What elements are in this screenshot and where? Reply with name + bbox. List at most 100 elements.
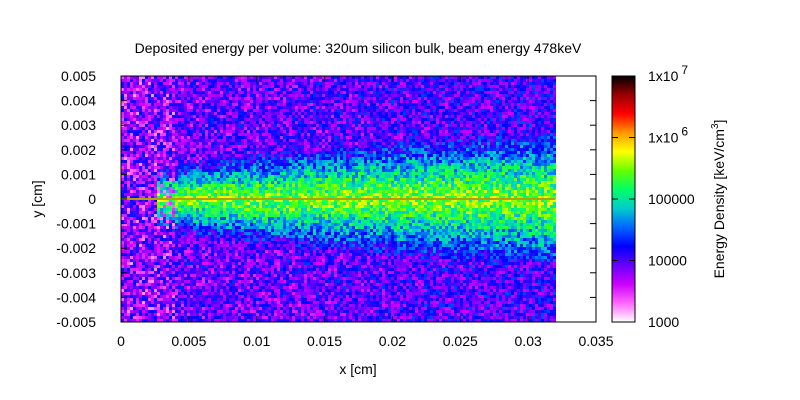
- heatmap-cell: [154, 109, 157, 112]
- heatmap-cell: [166, 85, 169, 88]
- heatmap-cell: [121, 229, 124, 232]
- heatmap-cell: [232, 208, 235, 211]
- heatmap-cell: [136, 100, 139, 103]
- heatmap-cell: [205, 292, 208, 295]
- heatmap-cell: [277, 226, 280, 229]
- heatmap-cell: [178, 181, 181, 184]
- heatmap-cell: [202, 154, 205, 157]
- heatmap-cell: [244, 217, 247, 220]
- heatmap-cell: [184, 208, 187, 211]
- heatmap-cell: [160, 301, 163, 304]
- heatmap-cell: [184, 187, 187, 190]
- heatmap-cell: [157, 178, 160, 181]
- heatmap-cell: [292, 109, 295, 112]
- heatmap-cell: [142, 160, 145, 163]
- heatmap-cell: [208, 103, 211, 106]
- heatmap-cell: [253, 247, 256, 250]
- heatmap-cell: [247, 121, 250, 124]
- heatmap-cell: [295, 217, 298, 220]
- heatmap-cell: [127, 172, 130, 175]
- heatmap-cell: [199, 187, 202, 190]
- heatmap-cell: [157, 256, 160, 259]
- heatmap-cell: [130, 163, 133, 166]
- heatmap-cell: [271, 163, 274, 166]
- heatmap-cell: [295, 205, 298, 208]
- heatmap-cell: [217, 202, 220, 205]
- heatmap-cell: [124, 283, 127, 286]
- heatmap-cell: [223, 94, 226, 97]
- heatmap-cell: [259, 76, 262, 79]
- heatmap-cell: [301, 148, 304, 151]
- heatmap-cell: [220, 145, 223, 148]
- heatmap-cell: [178, 319, 181, 322]
- heatmap-cell: [133, 274, 136, 277]
- heatmap-cell: [205, 88, 208, 91]
- heatmap-cell: [154, 172, 157, 175]
- heatmap-cell: [250, 241, 253, 244]
- heatmap-cell: [292, 187, 295, 190]
- heatmap-cell: [259, 109, 262, 112]
- heatmap-cell: [250, 253, 253, 256]
- heatmap-cell: [172, 295, 175, 298]
- heatmap-cell: [241, 94, 244, 97]
- heatmap-cell: [202, 82, 205, 85]
- heatmap-cell: [298, 313, 301, 316]
- heatmap-cell: [259, 298, 262, 301]
- heatmap-cell: [223, 124, 226, 127]
- heatmap-cell: [130, 241, 133, 244]
- heatmap-cell: [244, 103, 247, 106]
- heatmap-cell: [154, 292, 157, 295]
- heatmap-cell: [289, 283, 292, 286]
- heatmap-cell: [187, 295, 190, 298]
- heatmap-cell: [166, 178, 169, 181]
- heatmap-cell: [151, 151, 154, 154]
- heatmap-cell: [250, 187, 253, 190]
- heatmap-cell: [154, 268, 157, 271]
- heatmap-cell: [169, 184, 172, 187]
- heatmap-cell: [280, 166, 283, 169]
- heatmap-cell: [196, 250, 199, 253]
- heatmap-cell: [235, 223, 238, 226]
- heatmap-cell: [208, 154, 211, 157]
- heatmap-cell: [154, 214, 157, 217]
- heatmap-cell: [196, 211, 199, 214]
- heatmap-cell: [262, 253, 265, 256]
- heatmap-cell: [292, 103, 295, 106]
- heatmap-cell: [289, 214, 292, 217]
- heatmap-cell: [148, 163, 151, 166]
- heatmap-cell: [169, 268, 172, 271]
- heatmap-cell: [226, 88, 229, 91]
- heatmap-cell: [202, 202, 205, 205]
- heatmap-cell: [223, 286, 226, 289]
- heatmap-cell: [142, 268, 145, 271]
- heatmap-cell: [193, 256, 196, 259]
- heatmap-cell: [148, 211, 151, 214]
- heatmap-cell: [151, 205, 154, 208]
- heatmap-cell: [259, 235, 262, 238]
- heatmap-cell: [247, 304, 250, 307]
- heatmap-cell: [172, 79, 175, 82]
- heatmap-cell: [244, 313, 247, 316]
- heatmap-cell: [175, 295, 178, 298]
- heatmap-cell: [247, 256, 250, 259]
- heatmap-cell: [295, 259, 298, 262]
- heatmap-cell: [181, 304, 184, 307]
- heatmap-cell: [121, 214, 124, 217]
- heatmap-cell: [139, 118, 142, 121]
- heatmap-cell: [274, 265, 277, 268]
- heatmap-cell: [250, 283, 253, 286]
- heatmap-cell: [259, 91, 262, 94]
- heatmap-cell: [268, 295, 271, 298]
- heatmap-cell: [211, 148, 214, 151]
- heatmap-cell: [142, 127, 145, 130]
- heatmap-cell: [295, 142, 298, 145]
- heatmap-cell: [127, 256, 130, 259]
- heatmap-cell: [244, 115, 247, 118]
- heatmap-cell: [178, 112, 181, 115]
- heatmap-cell: [250, 157, 253, 160]
- heatmap-cell: [169, 130, 172, 133]
- heatmap-cell: [121, 154, 124, 157]
- heatmap-cell: [271, 280, 274, 283]
- heatmap-cell: [184, 229, 187, 232]
- heatmap-cell: [154, 103, 157, 106]
